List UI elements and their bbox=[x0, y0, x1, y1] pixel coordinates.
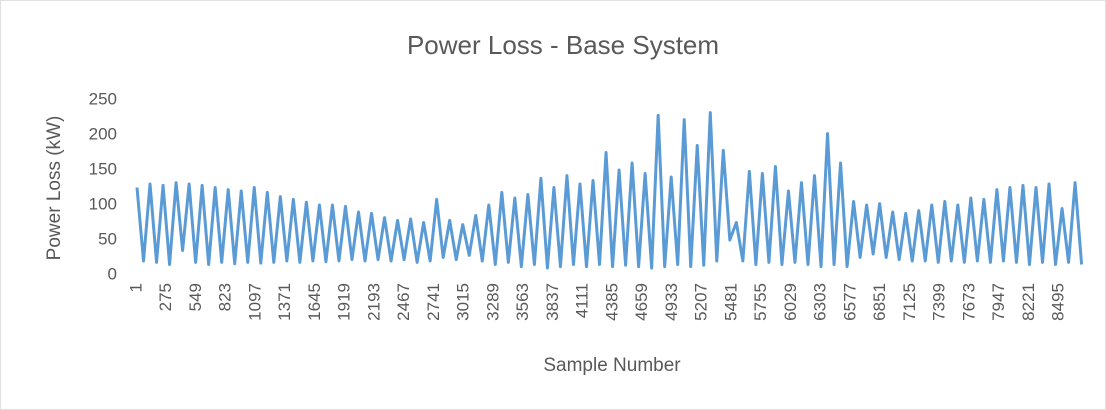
y-tick-label: 200 bbox=[89, 124, 117, 143]
x-tick-label: 2741 bbox=[424, 283, 443, 321]
x-tick-label: 4659 bbox=[632, 283, 651, 321]
x-tick-label: 823 bbox=[216, 283, 235, 311]
chart-title: Power Loss - Base System bbox=[407, 30, 719, 60]
x-tick-label: 7399 bbox=[930, 283, 949, 321]
x-tick-label: 8221 bbox=[1019, 283, 1038, 321]
x-tick-label: 7673 bbox=[959, 283, 978, 321]
x-tick-label: 5207 bbox=[692, 283, 711, 321]
x-tick-label: 5755 bbox=[751, 283, 770, 321]
x-tick-label: 1645 bbox=[305, 283, 324, 321]
x-tick-label: 7947 bbox=[989, 283, 1008, 321]
x-tick-label: 2193 bbox=[364, 283, 383, 321]
x-tick-label: 4111 bbox=[573, 283, 592, 318]
x-tick-label: 5481 bbox=[721, 283, 740, 321]
x-tick-label: 3837 bbox=[543, 283, 562, 321]
y-axis-title: Power Loss (kW) bbox=[44, 116, 65, 261]
y-tick-label: 250 bbox=[89, 89, 117, 108]
x-tick-label: 1919 bbox=[335, 283, 354, 321]
x-tick-label: 3015 bbox=[454, 283, 473, 321]
x-tick-label: 3563 bbox=[513, 283, 532, 321]
y-tick-label: 50 bbox=[98, 229, 117, 248]
y-tick-label: 0 bbox=[108, 264, 117, 283]
x-tick-label: 6303 bbox=[811, 283, 830, 321]
x-tick-label: 1097 bbox=[245, 283, 264, 321]
x-tick-label: 549 bbox=[186, 283, 205, 311]
x-tick-label: 6577 bbox=[840, 283, 859, 321]
x-tick-label: 1 bbox=[126, 283, 145, 292]
x-axis-title: Sample Number bbox=[543, 355, 681, 376]
x-tick-label: 4933 bbox=[662, 283, 681, 321]
x-tick-label: 6851 bbox=[870, 283, 889, 321]
x-tick-label: 2467 bbox=[394, 283, 413, 321]
x-tick-label: 3289 bbox=[483, 283, 502, 321]
y-tick-label: 150 bbox=[89, 159, 117, 178]
x-tick-label: 1371 bbox=[275, 283, 294, 321]
x-tick-label: 7125 bbox=[900, 283, 919, 321]
x-tick-label: 6029 bbox=[781, 283, 800, 321]
y-tick-label: 100 bbox=[89, 194, 117, 213]
x-tick-label: 4385 bbox=[602, 283, 621, 321]
data-line bbox=[135, 111, 1084, 270]
x-tick-label: 275 bbox=[156, 283, 175, 311]
x-tick-label: 8495 bbox=[1049, 283, 1068, 321]
